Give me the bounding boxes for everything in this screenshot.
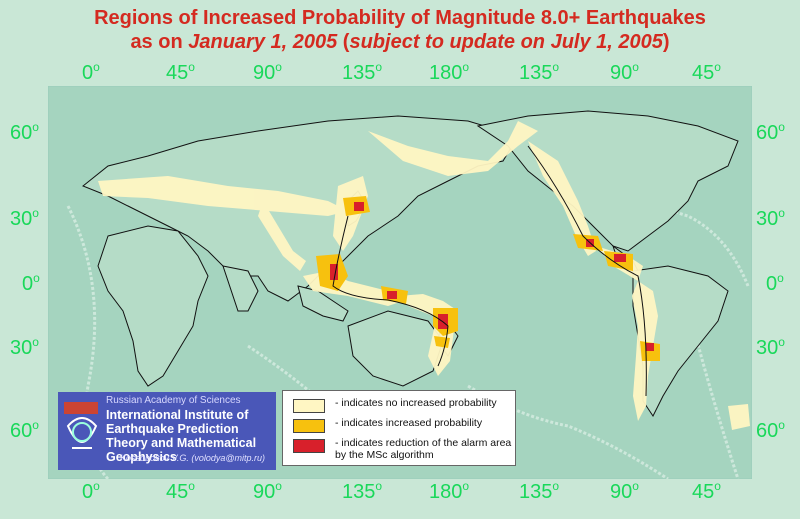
bottom-lon-label: 45o (166, 479, 195, 503)
legend-label: - indicates increased probability (335, 417, 483, 429)
legend-label: - indicates no increased probability (335, 397, 497, 409)
legend-label: - indicates reduction of the alarm area … (335, 437, 512, 461)
title-update-note: subject to update on July 1, 2005 (349, 31, 663, 53)
map-title: Regions of Increased Probability of Magn… (0, 6, 800, 54)
academy-name: Russian Academy of Sciences (106, 395, 241, 406)
msc-central-america (614, 254, 626, 262)
msc-philippines (330, 264, 338, 280)
left-lat-label: 30o (10, 206, 39, 230)
se-asia-islands (297, 285, 349, 322)
institute-name: International Institute of Earthquake Pr… (106, 408, 257, 464)
right-lat-label: 30o (756, 206, 785, 230)
msc-new-guinea (387, 291, 397, 299)
right-lat-label: 30o (756, 335, 785, 359)
bottom-lon-label: 45o (692, 479, 721, 503)
msc-chile (646, 343, 654, 351)
title-line-2: as on January 1, 2005 (subject to update… (0, 30, 800, 54)
india (222, 265, 259, 312)
title-line-1: Regions of Increased Probability of Magn… (94, 7, 706, 29)
author-credit: Kossobokov V.G. (volodya@mitp.ru) (120, 453, 266, 463)
institute-box: Russian Academy of Sciences Internationa… (58, 392, 276, 470)
left-lat-label: 30o (10, 335, 39, 359)
top-lon-label: 135o (342, 60, 383, 84)
top-lon-label: 45o (166, 60, 195, 84)
right-lat-label: 60o (756, 120, 785, 144)
legend-swatch-pale-yellow (293, 399, 325, 413)
bottom-lon-label: 135o (519, 479, 560, 503)
top-lon-label: 90o (610, 60, 639, 84)
south-atlantic-belt (728, 404, 750, 430)
bottom-lon-label: 90o (610, 479, 639, 503)
title-paren-open: ( (337, 31, 350, 53)
title-paren-close: ) (662, 31, 670, 53)
left-lat-label: 60o (10, 418, 39, 442)
title-prefix: as on (130, 31, 189, 53)
top-lon-label: 45o (692, 60, 721, 84)
title-date: January 1, 2005 (188, 31, 338, 53)
top-lon-label: 180o (429, 60, 470, 84)
pacific-rim-line-east (527, 145, 647, 397)
right-lat-label: 0o (766, 271, 784, 295)
top-lon-label: 90o (253, 60, 282, 84)
bottom-lon-label: 0o (82, 479, 100, 503)
aleutian-belt (368, 121, 538, 176)
bottom-lon-label: 135o (342, 479, 383, 503)
indochina-belt (258, 201, 306, 271)
left-lat-label: 60o (10, 120, 39, 144)
top-lon-label: 135o (519, 60, 560, 84)
right-lat-label: 60o (756, 418, 785, 442)
legend-swatch-yellow (293, 419, 325, 433)
legend: - indicates no increased probability - i… (282, 390, 516, 466)
australia (347, 310, 444, 387)
africa (97, 225, 209, 387)
left-lat-label: 0o (22, 271, 40, 295)
bottom-lon-label: 90o (253, 479, 282, 503)
top-lon-label: 0o (82, 60, 100, 84)
bottom-lon-label: 180o (429, 479, 470, 503)
institute-logo-icon (64, 402, 98, 449)
msc-japan (354, 202, 364, 211)
legend-swatch-red (293, 439, 325, 453)
pacific-rim-line-west (332, 215, 449, 367)
alpine-himalayan-belt (98, 176, 348, 216)
